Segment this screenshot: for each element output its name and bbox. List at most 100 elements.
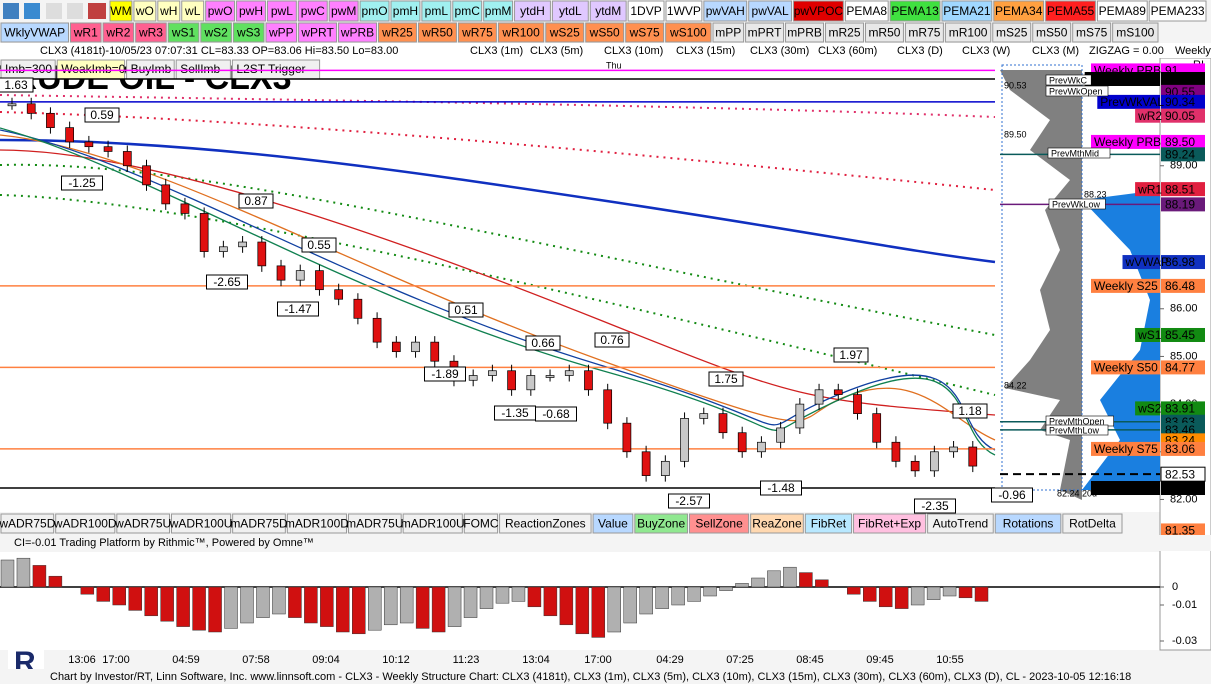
toolbar-button[interactable] (712, 22, 745, 43)
toolbar-button[interactable] (853, 513, 927, 534)
toolbar-button[interactable] (585, 22, 625, 43)
toolbar-button-label[interactable]: PEMA13 (891, 4, 939, 18)
toolbar-button[interactable] (545, 22, 585, 43)
toolbar-button-label[interactable]: pwVPOC (794, 4, 844, 18)
toolbar-button[interactable] (825, 22, 864, 43)
toolbar-button[interactable] (889, 0, 941, 22)
toolbar-button-label[interactable]: wS1 (171, 26, 196, 40)
toolbar-button[interactable] (1096, 0, 1148, 22)
toolbar-button[interactable] (328, 0, 359, 22)
toolbar-button-label[interactable]: wS50 (589, 26, 620, 40)
toolbar-button[interactable] (181, 0, 205, 22)
toolbar-button-label[interactable]: Rotations (1003, 517, 1054, 531)
toolbar-button-label[interactable]: wS2 (203, 26, 228, 40)
toolbar-button[interactable] (748, 0, 793, 22)
toolbar-button-label[interactable]: mR25 (828, 26, 860, 40)
toolbar-button[interactable] (200, 22, 232, 43)
toolbar-button-label[interactable]: mS25 (996, 26, 1028, 40)
toolbar-button[interactable] (402, 513, 463, 534)
toolbar-button[interactable] (992, 22, 1032, 43)
toolbar-button[interactable] (1148, 0, 1207, 22)
toolbar-button[interactable] (941, 0, 993, 22)
toolbar-button[interactable] (944, 22, 992, 43)
toolbar-button-label[interactable]: pwO (208, 4, 233, 18)
toolbar-button[interactable] (745, 22, 785, 43)
toolbar-button-label[interactable]: ytdH (520, 4, 545, 18)
toolbar-button[interactable] (55, 513, 116, 534)
toolbar-button-label[interactable]: PEMA89 (1099, 4, 1147, 18)
toolbar-button-label[interactable]: pmH (393, 4, 418, 18)
toolbar-button-label[interactable]: 1DVP (630, 4, 661, 18)
toolbar-button-label[interactable]: wADR100D (53, 517, 117, 531)
toolbar-button[interactable] (551, 0, 589, 22)
toolbar-button[interactable] (232, 22, 265, 43)
toolbar-button[interactable] (625, 22, 665, 43)
toolbar-button-label[interactable]: mS50 (1036, 26, 1068, 40)
toolbar-button-label[interactable]: pwC (301, 4, 325, 18)
toolbar-button[interactable] (0, 22, 69, 43)
toolbar-button[interactable] (497, 22, 545, 43)
toolbar-button-label[interactable]: wR1 (73, 26, 98, 40)
toolbar-button-label[interactable]: ReaZone (752, 517, 802, 531)
toolbar-button-label[interactable]: PEMA55 (1047, 4, 1095, 18)
toolbar-button-label[interactable]: mADR100U (401, 517, 465, 531)
toolbar-button[interactable] (421, 0, 452, 22)
toolbar-button-label[interactable]: wL (184, 4, 201, 18)
toolbar-button[interactable] (286, 513, 347, 534)
imb-button-label[interactable]: WeakImb=0 (61, 62, 125, 76)
toolbar-button[interactable] (347, 513, 402, 534)
toolbar-button-label[interactable]: mR75 (908, 26, 940, 40)
toolbar-button-label[interactable]: RotDelta (1069, 517, 1116, 531)
toolbar-button[interactable] (236, 0, 266, 22)
toolbar-button-label[interactable]: wS75 (629, 26, 660, 40)
toolbar-button-label[interactable]: PEMA21 (943, 4, 991, 18)
toolbar-button[interactable] (205, 0, 236, 22)
toolbar-button-label[interactable]: pmL (425, 4, 449, 18)
toolbar-button[interactable] (1045, 0, 1096, 22)
toolbar-button[interactable] (298, 22, 338, 43)
toolbar-button[interactable] (171, 513, 232, 534)
toolbar-button[interactable] (864, 22, 904, 43)
toolbar-button[interactable] (665, 0, 703, 22)
toolbar-button[interactable] (102, 22, 135, 43)
toolbar-button-label[interactable]: wPRB (340, 26, 374, 40)
toolbar-button-label[interactable]: mPP (715, 26, 741, 40)
toolbar-button-label[interactable]: ytdM (595, 4, 621, 18)
toolbar-button[interactable] (417, 22, 457, 43)
toolbar-button-label[interactable]: pwM (331, 4, 356, 18)
toolbar-button-label[interactable]: pwH (239, 4, 263, 18)
toolbar-button-label[interactable]: mADR100D (285, 517, 349, 531)
toolbar-button-label[interactable]: mR100 (949, 26, 988, 40)
toolbar-button[interactable] (592, 513, 634, 534)
toolbar-button[interactable] (359, 0, 390, 22)
toolbar-button[interactable] (135, 22, 167, 43)
toolbar-button[interactable] (452, 0, 483, 22)
imb-button-label[interactable]: BuyImb (131, 62, 172, 76)
toolbar-button-label[interactable]: wR25 (381, 26, 413, 40)
toolbar-button-label[interactable]: ytdL (559, 4, 582, 18)
toolbar-button-label[interactable]: wPP (268, 26, 294, 40)
toolbar-button[interactable] (457, 22, 497, 43)
toolbar-button[interactable] (804, 513, 853, 534)
toolbar-button-label[interactable]: mR50 (868, 26, 900, 40)
toolbar-button-label[interactable]: wR3 (138, 26, 163, 40)
toolbar-button-label[interactable]: pwL (271, 4, 293, 18)
toolbar-button-label[interactable]: wR2 (105, 26, 130, 40)
toolbar-button[interactable] (688, 513, 750, 534)
toolbar-button-label[interactable]: mPRB (787, 26, 822, 40)
toolbar-button[interactable] (785, 22, 825, 43)
toolbar-button[interactable] (266, 0, 297, 22)
toolbar-button[interactable] (463, 513, 499, 534)
toolbar-button[interactable] (665, 22, 712, 43)
toolbar-button[interactable] (0, 513, 55, 534)
toolbar-button[interactable] (627, 0, 665, 22)
toolbar-button-label[interactable]: wR75 (461, 26, 493, 40)
toolbar-button-label[interactable]: pwVAL (752, 4, 789, 18)
toolbar-button[interactable] (133, 0, 157, 22)
toolbar-button[interactable] (844, 0, 889, 22)
toolbar-button[interactable] (232, 513, 286, 534)
toolbar-button-label[interactable]: mADR75U (346, 517, 403, 531)
toolbar-button-label[interactable]: BuyZone (637, 517, 685, 531)
toolbar-button-label[interactable]: wADR75D (0, 517, 56, 531)
toolbar-button[interactable] (1032, 22, 1072, 43)
